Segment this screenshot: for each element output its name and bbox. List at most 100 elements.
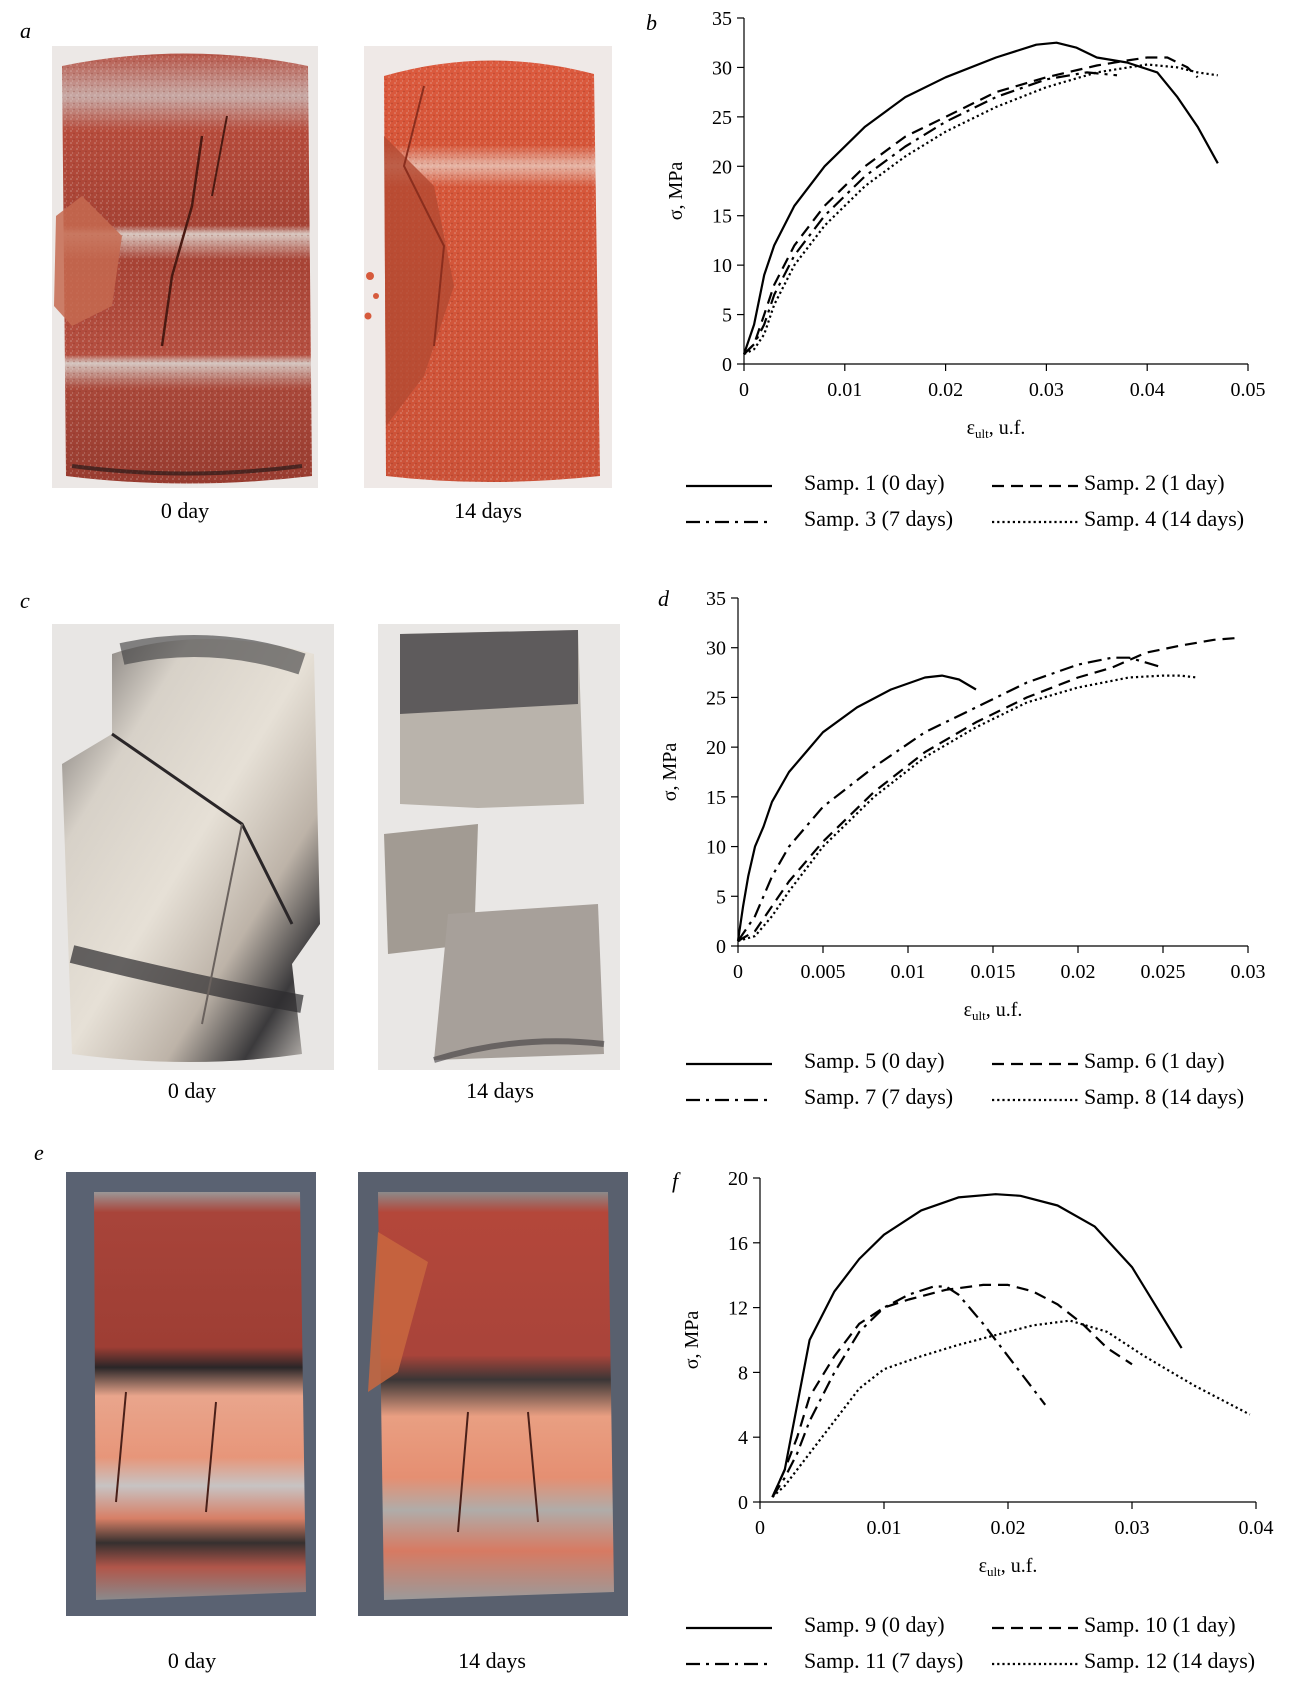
series-line-4 [771, 1319, 1251, 1498]
caption-c-14-days: 14 days [466, 1078, 534, 1103]
legend-swatch-3 [686, 1662, 772, 1666]
x-axis-label: εult, u.f. [979, 1555, 1038, 1579]
y-tick-label: 35 [706, 588, 726, 610]
x-tick-label: 0.03 [1231, 961, 1266, 983]
series-line-2 [737, 636, 1240, 942]
y-tick-label: 15 [712, 206, 732, 228]
y-tick-label: 35 [712, 8, 732, 30]
y-tick-label: 10 [712, 255, 732, 277]
x-tick-label: 0.015 [971, 961, 1016, 983]
x-tick-label: 0 [733, 961, 743, 983]
series-line-3 [771, 1285, 1047, 1498]
y-tick-label: 0 [722, 354, 732, 376]
legend-label-4: Samp. 4 (14 days) [1084, 506, 1245, 531]
caption-c-0-day: 0 day [167, 1078, 217, 1103]
chart-d: d 0 5 10 15 20 25 30 35 0 0.005 0.01 0.015 0.02 0.025 0… [658, 586, 1266, 1023]
x-tick-label: 0 [739, 379, 749, 401]
x-tick-label: 0.02 [1061, 961, 1096, 983]
x-tick-label: 0.03 [1115, 1517, 1150, 1539]
legend-swatch-2 [992, 484, 1078, 488]
y-axis-label: σ, MPa [659, 743, 681, 802]
panel-letter-b: b [646, 10, 657, 35]
y-tick-label: 25 [706, 687, 726, 709]
photo-sample-14-days-c [378, 624, 620, 1070]
legend-chart-f: Samp. 9 (0 day) Samp. 10 (1 day) Samp. 11 … [684, 1612, 1284, 1682]
legend-label-4: Samp. 12 (14 days) [1084, 1648, 1256, 1673]
photo-sample-0-day-e [66, 1172, 316, 1616]
legend-chart-b: Samp. 1 (0 day) Samp. 2 (1 day) Samp. 3 (7… [684, 470, 1284, 540]
series-line-2 [743, 56, 1199, 355]
legend-label-2: Samp. 10 (1 day) [1084, 1612, 1236, 1637]
caption-e-0-day: 0 day [167, 1648, 217, 1673]
legend-swatch-1 [686, 1626, 772, 1630]
legend-label-3: Samp. 3 (7 days) [804, 506, 954, 531]
x-tick-label: 0.01 [827, 379, 862, 401]
series-line-3 [743, 71, 1118, 355]
legend-swatch-4 [992, 1098, 1078, 1102]
y-tick-label: 20 [728, 1168, 748, 1190]
y-tick-label: 0 [738, 1492, 748, 1514]
chart-b: b 0 5 10 15 20 25 30 35 0 0.01 0.02 0.03 0.04 0.05 σ, M… [646, 8, 1266, 441]
x-tick-label: 0.01 [867, 1517, 902, 1539]
y-tick-label: 30 [706, 638, 726, 660]
panel-letter-a: a [20, 18, 31, 43]
panel-letter-f: f [672, 1168, 681, 1193]
photo-sample-14-days-a [364, 46, 612, 488]
legend-swatch-1 [686, 484, 772, 488]
legend-chart-d: Samp. 5 (0 day) Samp. 6 (1 day) Samp. 7 (7… [684, 1048, 1284, 1118]
series-line-1 [736, 674, 977, 942]
photo-sample-14-days-e [358, 1172, 628, 1616]
y-tick-label: 5 [716, 886, 726, 908]
x-tick-label: 0.02 [991, 1517, 1026, 1539]
legend-label-3: Samp. 7 (7 days) [804, 1084, 954, 1109]
caption-a-14-days: 14 days [454, 498, 522, 523]
y-tick-label: 30 [712, 57, 732, 79]
panel-letter-c: c [20, 588, 30, 613]
series-line-1 [742, 41, 1219, 355]
y-axis-label: σ, MPa [681, 1311, 703, 1370]
series-line-4 [737, 674, 1198, 943]
y-tick-label: 12 [728, 1298, 748, 1320]
x-axis-label: εult, u.f. [964, 999, 1023, 1023]
legend-swatch-1 [686, 1062, 772, 1066]
y-tick-label: 5 [722, 305, 732, 327]
legend-swatch-3 [686, 1098, 772, 1102]
y-tick-label: 16 [728, 1233, 748, 1255]
legend-label-1: Samp. 1 (0 day) [804, 470, 945, 495]
photo-sample-0-day-a [52, 46, 318, 488]
legend-swatch-4 [992, 1662, 1078, 1666]
x-tick-label: 0.02 [928, 379, 963, 401]
caption-a-0-day: 0 day [160, 498, 210, 523]
y-tick-label: 4 [738, 1427, 748, 1449]
y-axis-label: σ, MPa [665, 162, 687, 221]
chart-f: f 0 4 8 12 16 20 0 0.01 0.02 0.03 0.04 σ, MPa εult, u… [672, 1168, 1274, 1579]
y-tick-label: 15 [706, 787, 726, 809]
x-tick-label: 0.025 [1141, 961, 1186, 983]
legend-label-4: Samp. 8 (14 days) [1084, 1084, 1245, 1109]
x-axis-label: εult, u.f. [967, 417, 1026, 441]
y-tick-label: 8 [738, 1362, 748, 1384]
series-line-1 [771, 1193, 1183, 1498]
legend-swatch-2 [992, 1062, 1078, 1066]
y-tick-label: 25 [712, 107, 732, 129]
x-tick-label: 0.01 [891, 961, 926, 983]
legend-label-2: Samp. 6 (1 day) [1084, 1048, 1225, 1073]
legend-label-3: Samp. 11 (7 days) [804, 1648, 964, 1673]
x-tick-label: 0.005 [801, 961, 846, 983]
caption-e-14-days: 14 days [458, 1648, 526, 1673]
y-tick-label: 20 [706, 737, 726, 759]
x-tick-label: 0.04 [1130, 379, 1165, 401]
y-tick-label: 20 [712, 156, 732, 178]
photo-sample-0-day-c [52, 624, 334, 1070]
legend-swatch-3 [686, 520, 772, 524]
x-tick-label: 0 [755, 1517, 765, 1539]
legend-label-2: Samp. 2 (1 day) [1084, 470, 1225, 495]
series-line-2 [771, 1283, 1133, 1498]
y-tick-label: 0 [716, 936, 726, 958]
x-tick-label: 0.05 [1231, 379, 1266, 401]
legend-swatch-2 [992, 1626, 1078, 1630]
x-tick-label: 0.04 [1239, 1517, 1274, 1539]
x-tick-label: 0.03 [1029, 379, 1064, 401]
series-line-3 [737, 656, 1164, 942]
panel-letter-e: e [34, 1140, 44, 1165]
